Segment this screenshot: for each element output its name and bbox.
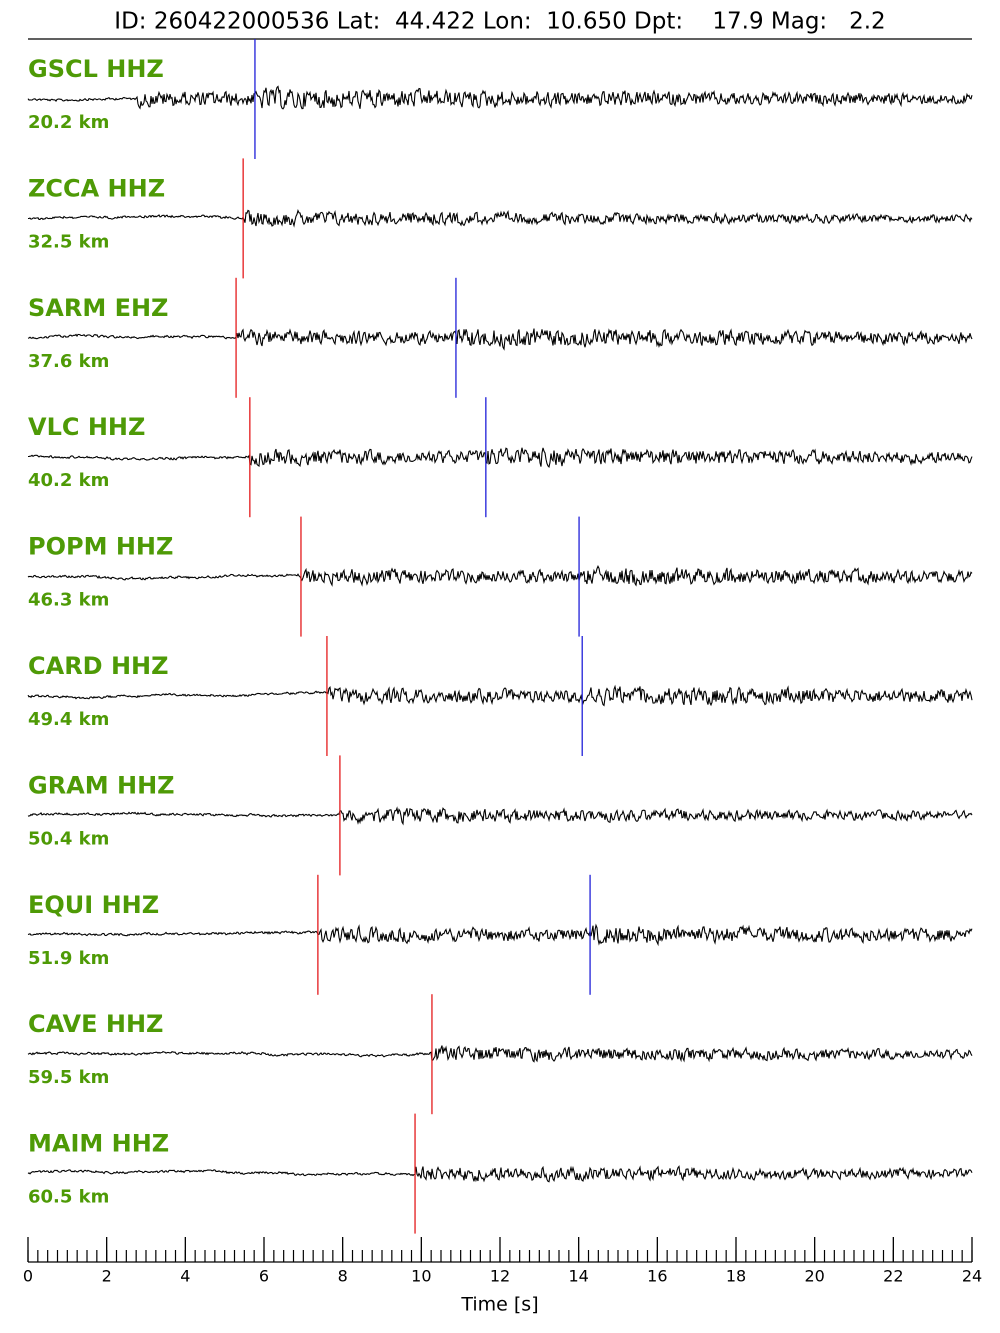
- waveform: [27, 923, 973, 947]
- x-tick-label: 24: [962, 1267, 982, 1286]
- distance-label: 32.5 km: [28, 231, 109, 252]
- x-tick-label: 4: [180, 1267, 190, 1286]
- waveform: [27, 1165, 973, 1183]
- distance-label: 37.6 km: [28, 351, 109, 372]
- waveform: [28, 447, 973, 468]
- x-tick-label: 2: [102, 1267, 112, 1286]
- distance-label: 49.4 km: [28, 709, 109, 730]
- distance-label: 50.4 km: [28, 828, 109, 849]
- station-label: MAIM HHZ: [28, 1130, 169, 1158]
- station-label: ZCCA HHZ: [28, 174, 165, 202]
- x-tick-label: 22: [883, 1267, 903, 1286]
- station-label: EQUI HHZ: [28, 891, 159, 919]
- x-tick-label: 12: [490, 1267, 510, 1286]
- distance-label: 60.5 km: [28, 1187, 109, 1208]
- distance-label: 46.3 km: [28, 590, 109, 611]
- waveform: [27, 684, 973, 707]
- x-tick-label: 18: [726, 1267, 746, 1286]
- x-tick-label: 20: [804, 1267, 824, 1286]
- waveform: [27, 208, 973, 228]
- waveform: [27, 328, 973, 351]
- waveform: [27, 806, 973, 826]
- x-tick-label: 6: [259, 1267, 269, 1286]
- x-tick-label: 16: [647, 1267, 667, 1286]
- waveform: [27, 1045, 973, 1063]
- distance-label: 20.2 km: [28, 112, 109, 133]
- station-label: CAVE HHZ: [28, 1010, 163, 1038]
- x-tick-label: 10: [411, 1267, 431, 1286]
- x-tick-label: 0: [23, 1267, 33, 1286]
- station-label: GSCL HHZ: [28, 55, 164, 83]
- x-tick-label: 14: [568, 1267, 588, 1286]
- chart-title: ID: 260422000536 Lat: 44.422 Lon: 10.650…: [114, 9, 885, 35]
- distance-label: 59.5 km: [28, 1067, 109, 1088]
- distance-label: 51.9 km: [28, 948, 109, 969]
- station-label: CARD HHZ: [28, 652, 169, 680]
- station-label: VLC HHZ: [28, 413, 145, 441]
- station-label: POPM HHZ: [28, 533, 173, 561]
- x-axis-label: Time [s]: [460, 1294, 538, 1316]
- station-label: SARM EHZ: [28, 294, 168, 322]
- x-tick-label: 8: [338, 1267, 348, 1286]
- waveform: [27, 565, 973, 587]
- waveform: [27, 85, 973, 110]
- station-label: GRAM HHZ: [28, 771, 175, 799]
- distance-label: 40.2 km: [28, 470, 109, 491]
